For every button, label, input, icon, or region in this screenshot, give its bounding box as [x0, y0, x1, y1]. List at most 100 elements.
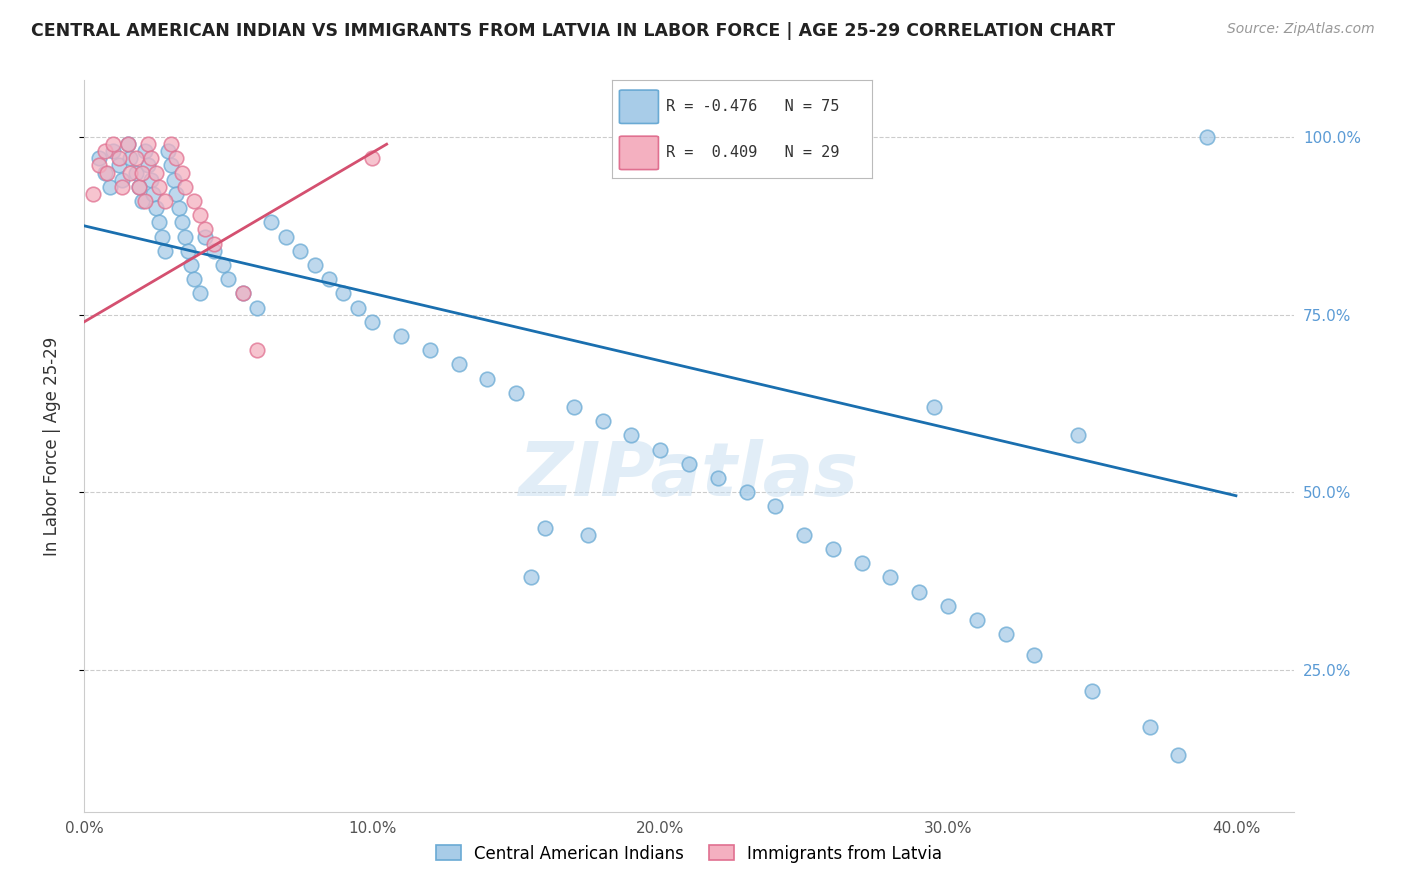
Point	[136, 137, 159, 152]
FancyBboxPatch shape	[620, 90, 658, 123]
Point	[419, 343, 441, 358]
Point	[851, 556, 873, 570]
Point	[120, 165, 142, 179]
Point	[908, 584, 931, 599]
Point	[318, 272, 340, 286]
Point	[117, 137, 139, 152]
Point	[134, 194, 156, 208]
Point	[150, 229, 173, 244]
Point	[172, 165, 194, 179]
Point	[117, 137, 139, 152]
Point	[98, 179, 121, 194]
Point	[136, 159, 159, 173]
Point	[145, 201, 167, 215]
Point	[180, 258, 202, 272]
Point	[793, 528, 815, 542]
Point	[389, 329, 412, 343]
Point	[148, 179, 170, 194]
Point	[922, 400, 945, 414]
Point	[183, 194, 205, 208]
Point	[108, 159, 131, 173]
Legend: Central American Indians, Immigrants from Latvia: Central American Indians, Immigrants fro…	[429, 838, 949, 869]
FancyBboxPatch shape	[620, 136, 658, 169]
Point	[260, 215, 283, 229]
Point	[125, 152, 148, 166]
Point	[153, 194, 176, 208]
Point	[1139, 719, 1161, 733]
Text: Source: ZipAtlas.com: Source: ZipAtlas.com	[1227, 22, 1375, 37]
Point	[134, 145, 156, 159]
Point	[131, 194, 153, 208]
Point	[174, 179, 197, 194]
Point	[145, 165, 167, 179]
Point	[108, 152, 131, 166]
Point	[156, 145, 179, 159]
Point	[174, 229, 197, 244]
Point	[101, 145, 124, 159]
Point	[592, 414, 614, 428]
Text: R =  0.409   N = 29: R = 0.409 N = 29	[666, 145, 839, 161]
Point	[128, 179, 150, 194]
Point	[169, 201, 191, 215]
Point	[172, 215, 194, 229]
Point	[162, 172, 184, 186]
Point	[194, 229, 217, 244]
Point	[177, 244, 200, 258]
Point	[202, 236, 225, 251]
Point	[763, 500, 786, 514]
Point	[1197, 130, 1219, 145]
Point	[202, 244, 225, 258]
Point	[166, 186, 188, 201]
Text: CENTRAL AMERICAN INDIAN VS IMMIGRANTS FROM LATVIA IN LABOR FORCE | AGE 25-29 COR: CENTRAL AMERICAN INDIAN VS IMMIGRANTS FR…	[31, 22, 1115, 40]
Point	[650, 442, 672, 457]
Point	[994, 627, 1017, 641]
Point	[217, 272, 239, 286]
Point	[111, 179, 134, 194]
Point	[93, 165, 115, 179]
Point	[678, 457, 700, 471]
Point	[188, 208, 211, 222]
Point	[159, 137, 181, 152]
Point	[101, 137, 124, 152]
Point	[477, 371, 499, 385]
Point	[183, 272, 205, 286]
Text: ZIPatlas: ZIPatlas	[519, 439, 859, 512]
Point	[148, 215, 170, 229]
Point	[304, 258, 326, 272]
Point	[505, 385, 527, 400]
Point	[232, 286, 254, 301]
Point	[447, 357, 470, 371]
Point	[194, 222, 217, 236]
Point	[188, 286, 211, 301]
Point	[139, 172, 162, 186]
Point	[879, 570, 901, 584]
Point	[735, 485, 758, 500]
Point	[159, 159, 181, 173]
Text: R = -0.476   N = 75: R = -0.476 N = 75	[666, 99, 839, 114]
Point	[347, 301, 370, 315]
Point	[211, 258, 233, 272]
Point	[111, 172, 134, 186]
Y-axis label: In Labor Force | Age 25-29: In Labor Force | Age 25-29	[42, 336, 60, 556]
Point	[131, 165, 153, 179]
Point	[361, 315, 384, 329]
Point	[125, 165, 148, 179]
Point	[87, 152, 110, 166]
Point	[232, 286, 254, 301]
Point	[361, 152, 384, 166]
Point	[142, 186, 165, 201]
Point	[534, 521, 557, 535]
Point	[576, 528, 599, 542]
Point	[821, 541, 844, 556]
Point	[96, 165, 118, 179]
Point	[120, 152, 142, 166]
Point	[620, 428, 643, 442]
Point	[274, 229, 297, 244]
Point	[1024, 648, 1046, 663]
Point	[246, 301, 269, 315]
Point	[153, 244, 176, 258]
Point	[966, 613, 988, 627]
Point	[93, 145, 115, 159]
Point	[519, 570, 541, 584]
Point	[166, 152, 188, 166]
